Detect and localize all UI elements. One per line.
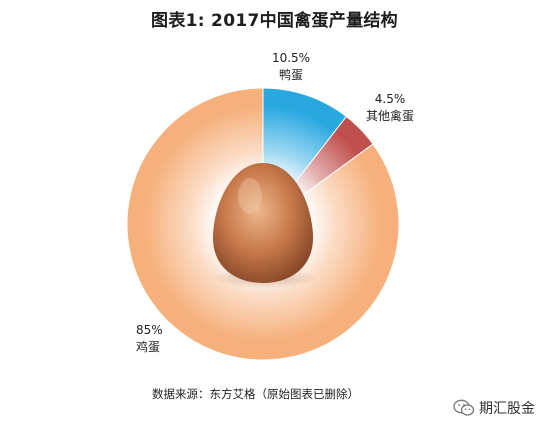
slice-name-chicken: 鸡蛋 (136, 340, 161, 354)
egg-highlight (238, 178, 262, 214)
slice-label-duck: 10.5% 鸭蛋 (264, 50, 318, 84)
wechat-icon (453, 399, 475, 416)
slice-label-chicken: 85% 鸡蛋 (136, 322, 163, 356)
slice-name-other: 其他禽蛋 (365, 109, 414, 123)
watermark: 期汇股金 (453, 398, 535, 418)
slice-value-duck: 10.5% (271, 51, 311, 65)
egg-illustration (213, 163, 313, 283)
slice-value-other: 4.5% (374, 92, 406, 106)
slice-name-duck: 鸭蛋 (278, 68, 303, 82)
slice-value-chicken: 85% (136, 323, 163, 337)
slice-label-other: 4.5% 其他禽蛋 (357, 91, 423, 125)
chart-title: 图表1: 2017中国禽蛋产量结构 (151, 11, 398, 31)
source-note: 数据来源：东方艾格（原始图表已删除） (152, 387, 359, 401)
watermark-text: 期汇股金 (479, 401, 535, 417)
